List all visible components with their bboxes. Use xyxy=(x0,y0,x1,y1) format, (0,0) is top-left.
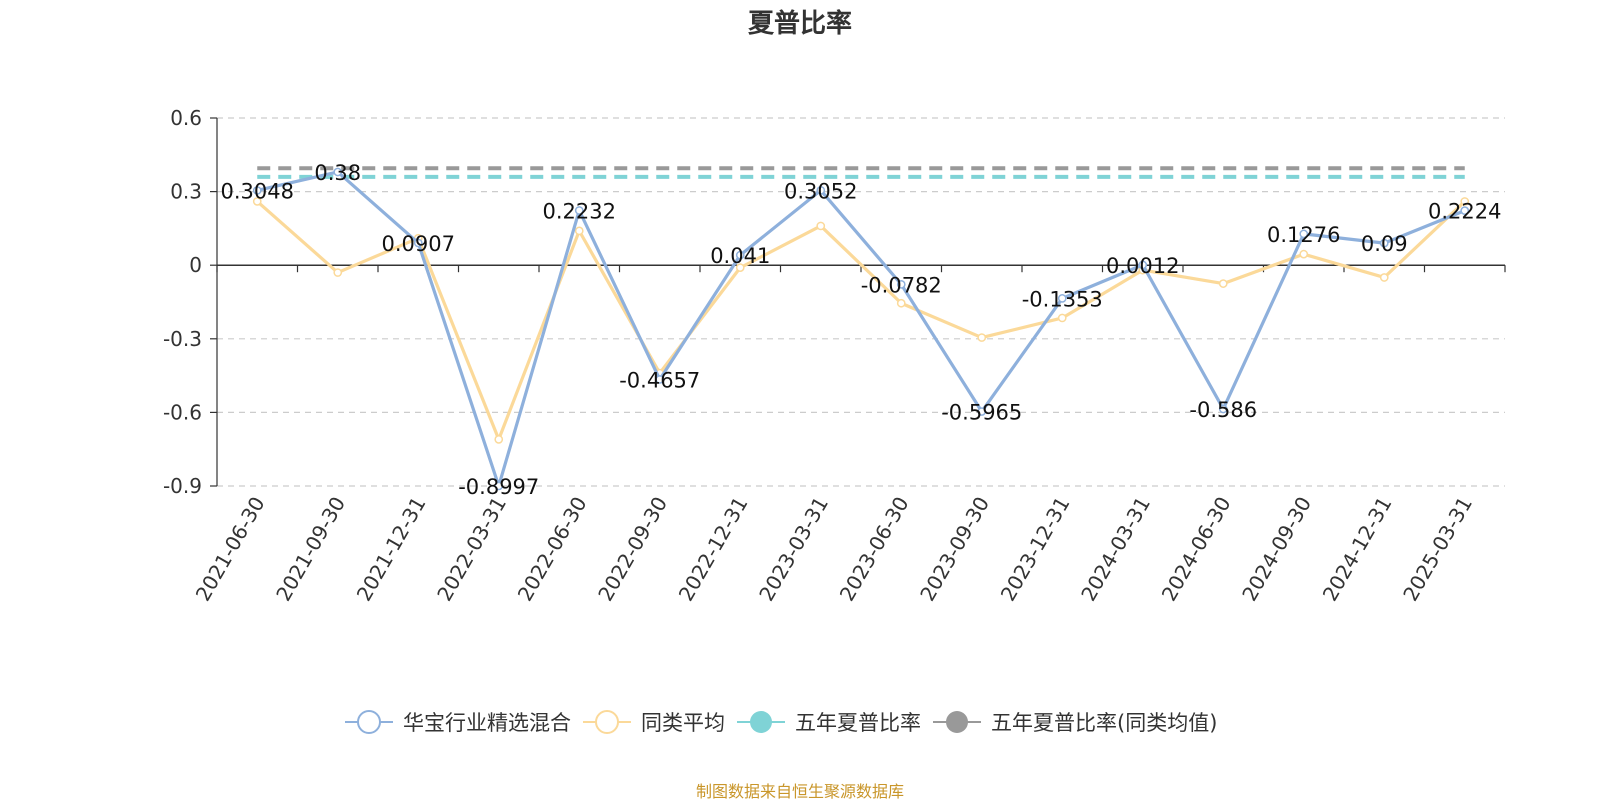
x-tick-label: 2023-03-31 xyxy=(754,493,833,606)
legend-item[interactable]: 华宝行业精选混合 xyxy=(345,710,571,735)
x-tick-label: 2024-12-31 xyxy=(1318,493,1397,606)
series-layer xyxy=(252,167,1470,491)
grid-layer xyxy=(217,117,1505,487)
x-tick-label: 2022-03-31 xyxy=(432,493,511,606)
data-point[interactable] xyxy=(333,167,343,177)
data-point[interactable] xyxy=(735,263,745,273)
data-label: 0.2232 xyxy=(543,199,616,223)
legend-label: 五年夏普比率(同类均值) xyxy=(991,711,1217,735)
x-tick-label: 2024-09-30 xyxy=(1237,493,1316,606)
data-point[interactable] xyxy=(1460,206,1470,215)
data-point[interactable] xyxy=(252,186,262,195)
x-tick-label: 2023-06-30 xyxy=(835,493,914,606)
data-point[interactable] xyxy=(977,333,987,342)
data-label: 0.3052 xyxy=(784,179,857,203)
data-label: -0.5965 xyxy=(941,401,1022,425)
legend-label: 华宝行业精选混合 xyxy=(403,711,571,735)
data-point[interactable] xyxy=(1218,279,1228,288)
data-label: -0.1353 xyxy=(1022,287,1103,311)
x-tick-label: 2021-09-30 xyxy=(271,493,350,606)
data-label: -0.8997 xyxy=(458,475,539,499)
data-label: 0.041 xyxy=(710,244,770,268)
x-tick-label: 2021-06-30 xyxy=(191,493,270,606)
data-point[interactable] xyxy=(574,226,584,236)
data-point[interactable] xyxy=(252,197,262,206)
x-tick-label: 2021-12-31 xyxy=(352,493,431,606)
data-point[interactable] xyxy=(413,238,423,248)
legend-marker xyxy=(357,710,381,734)
data-point[interactable] xyxy=(1057,313,1067,323)
data-label: 0.0907 xyxy=(382,232,455,256)
data-labels: 0.3048 0.38 0.0907 -0.8997 0.2232 -0.4657 0.04… xyxy=(221,161,1502,499)
x-tick-label: 2025-03-31 xyxy=(1398,493,1477,606)
data-point[interactable] xyxy=(1379,238,1389,248)
legend-label: 五年夏普比率 xyxy=(795,711,921,735)
data-label: 0.0012 xyxy=(1106,254,1179,278)
data-point[interactable] xyxy=(1379,273,1389,282)
data-point[interactable] xyxy=(494,481,504,491)
legend-item[interactable]: 同类平均 xyxy=(583,710,725,735)
source-note: 制图数据来自恒生聚源数据库 xyxy=(696,782,904,800)
data-point[interactable] xyxy=(1299,229,1309,239)
legend[interactable]: 华宝行业精选混合 同类平均 五年夏普比率 五年夏普比率(同类均值) xyxy=(345,710,1217,735)
data-point[interactable] xyxy=(494,435,504,444)
data-point[interactable] xyxy=(816,185,826,195)
x-tick-label: 2022-12-31 xyxy=(674,493,753,606)
data-point[interactable] xyxy=(896,298,906,308)
y-tick-label: -0.3 xyxy=(163,327,202,351)
x-tick-label: 2022-09-30 xyxy=(593,493,672,606)
data-label: -0.0782 xyxy=(861,273,942,297)
y-tick-label: 0.6 xyxy=(170,106,202,130)
data-point[interactable] xyxy=(816,221,826,231)
data-point[interactable] xyxy=(735,250,745,260)
data-point[interactable] xyxy=(655,375,665,384)
y-tick-label: -0.6 xyxy=(163,400,202,424)
data-point[interactable] xyxy=(1460,197,1470,206)
legend-marker xyxy=(595,710,619,734)
x-tick-label: 2022-06-30 xyxy=(513,493,592,606)
chart-title: 夏普比率 xyxy=(748,8,852,39)
data-label: 0.38 xyxy=(314,161,361,185)
x-tick-label: 2024-03-31 xyxy=(1076,493,1155,606)
data-point[interactable] xyxy=(1138,260,1148,270)
legend-label: 同类平均 xyxy=(641,711,725,735)
x-tick-label: 2023-09-30 xyxy=(915,493,994,606)
data-point[interactable] xyxy=(574,206,584,215)
legend-marker xyxy=(750,711,772,733)
data-label: 0.2224 xyxy=(1428,200,1501,224)
y-tick-label: -0.9 xyxy=(163,474,202,498)
data-point[interactable] xyxy=(333,268,343,277)
y-tick-label: 0.3 xyxy=(170,180,202,204)
data-point[interactable] xyxy=(1299,249,1309,259)
data-label: 0.09 xyxy=(1361,232,1408,256)
data-label: 0.1276 xyxy=(1267,223,1340,247)
legend-marker xyxy=(946,711,968,733)
data-label: 0.3048 xyxy=(221,179,294,203)
data-point[interactable] xyxy=(1218,404,1228,414)
data-label: -0.586 xyxy=(1189,398,1257,422)
x-tick-label: 2023-12-31 xyxy=(996,493,1075,606)
y-tick-label: 0 xyxy=(189,253,202,277)
data-point[interactable] xyxy=(977,407,987,416)
data-label: -0.4657 xyxy=(619,368,700,392)
legend-item[interactable]: 五年夏普比率 xyxy=(737,711,921,735)
x-tick-label: 2024-06-30 xyxy=(1157,493,1236,606)
series-line xyxy=(256,200,1466,441)
reference-lines xyxy=(257,166,1465,179)
series-line xyxy=(256,170,1466,488)
data-point[interactable] xyxy=(896,280,906,289)
data-point[interactable] xyxy=(1057,294,1067,303)
legend-item[interactable]: 五年夏普比率(同类均值) xyxy=(933,711,1217,735)
